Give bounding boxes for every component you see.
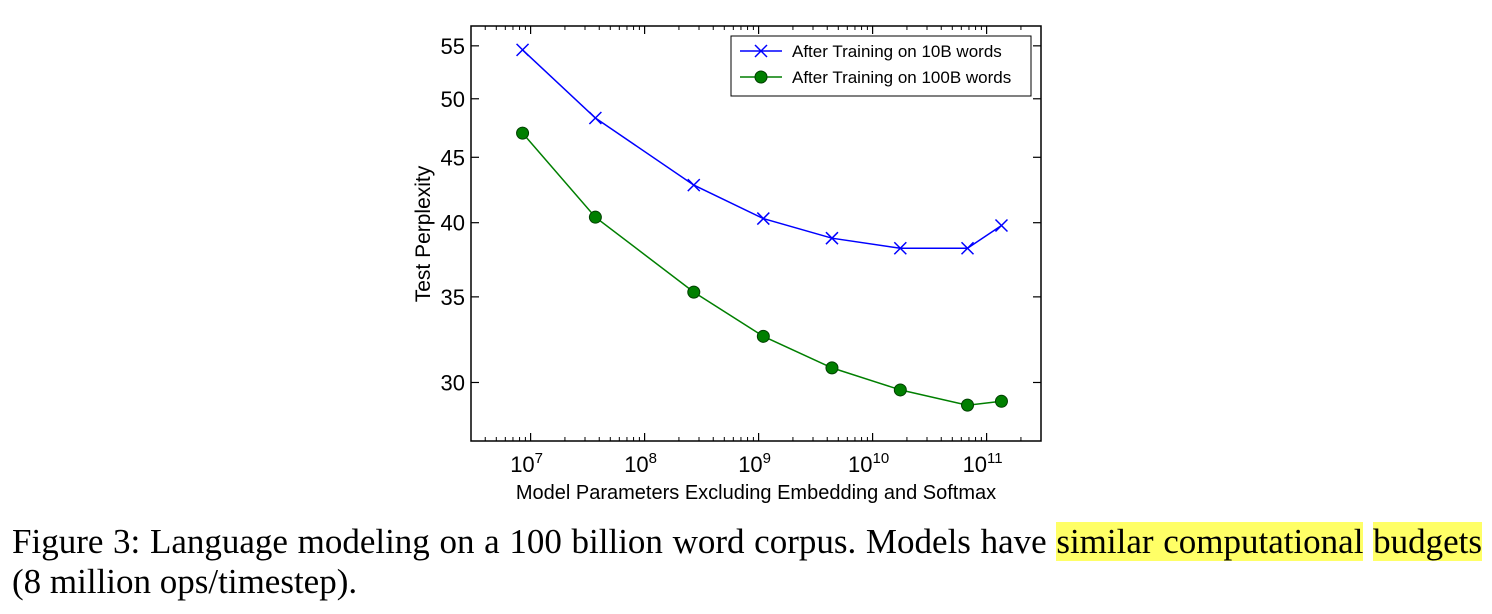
series-layer [516,43,1008,412]
x-tick-label: 109 [738,450,771,477]
data-point-x-marker [756,212,770,226]
marker-stroke [893,241,907,255]
axis-ticks: 107 108 109 1010 1011 30 35 40 45 50 55 [441,26,1041,477]
data-point-circle-marker [994,394,1008,408]
y-tick-label: 45 [441,145,465,170]
y-tick-label: 40 [441,211,465,236]
y-tick-label: 30 [441,370,465,395]
data-point-circle-marker [516,126,530,140]
series-line [522,49,1002,250]
caption-suffix: (8 million ops/timestep). [12,562,358,601]
data-point-x-marker [516,43,530,57]
marker-stroke [825,231,839,245]
figure-caption: Figure 3: Language modeling on a 100 bil… [12,522,1482,602]
data-point-x-marker [588,111,602,125]
plot-frame [470,25,1042,442]
marker-stroke [994,218,1008,233]
data-point-circle-marker [961,398,975,412]
caption-highlight-1: similar computational [1056,522,1364,561]
caption-highlight-2: budgets [1373,522,1482,561]
y-tick-label: 50 [441,87,465,112]
data-point-x-marker [825,231,839,245]
legend: After Training on 10B words After Traini… [730,35,1032,97]
chart: 107 108 109 1010 1011 30 35 40 45 50 55 After Trai… [412,25,1042,504]
legend-box [730,35,1032,97]
legend-marker-100b [754,70,768,84]
data-point-circle-marker [825,361,839,375]
y-tick-label: 35 [441,285,465,310]
y-axis-label: Test Perplexity [412,165,435,302]
caption-prefix: Figure 3: Language modeling on a 100 bil… [12,522,1057,561]
series-1 [516,126,1008,412]
data-point-circle-marker [756,329,770,343]
x-tick-label: 1010 [848,450,889,477]
x-axis-label: Model Parameters Excluding Embedding and… [516,482,996,504]
x-tick-label: 108 [624,450,657,477]
series-line [522,132,1002,406]
data-point-x-marker [960,241,975,255]
legend-label-100b: After Training on 100B words [792,68,1011,87]
y-tick-label: 55 [441,34,465,59]
data-point-circle-marker [588,210,602,224]
legend-marker-10b [754,44,768,58]
data-point-x-marker [893,241,907,255]
marker-stroke [516,43,530,57]
series-0 [516,43,1008,255]
x-tick-label: 107 [510,450,543,477]
data-point-circle-marker [893,383,907,397]
legend-label-10b: After Training on 10B words [792,42,1002,61]
marker-stroke [588,111,602,125]
data-point-x-marker [994,218,1008,233]
data-point-x-marker [687,178,701,192]
x-tick-label: 1011 [963,450,1003,477]
data-point-circle-marker [687,285,701,299]
marker-stroke [960,241,975,255]
marker-stroke [756,212,770,226]
marker-stroke [687,178,701,192]
